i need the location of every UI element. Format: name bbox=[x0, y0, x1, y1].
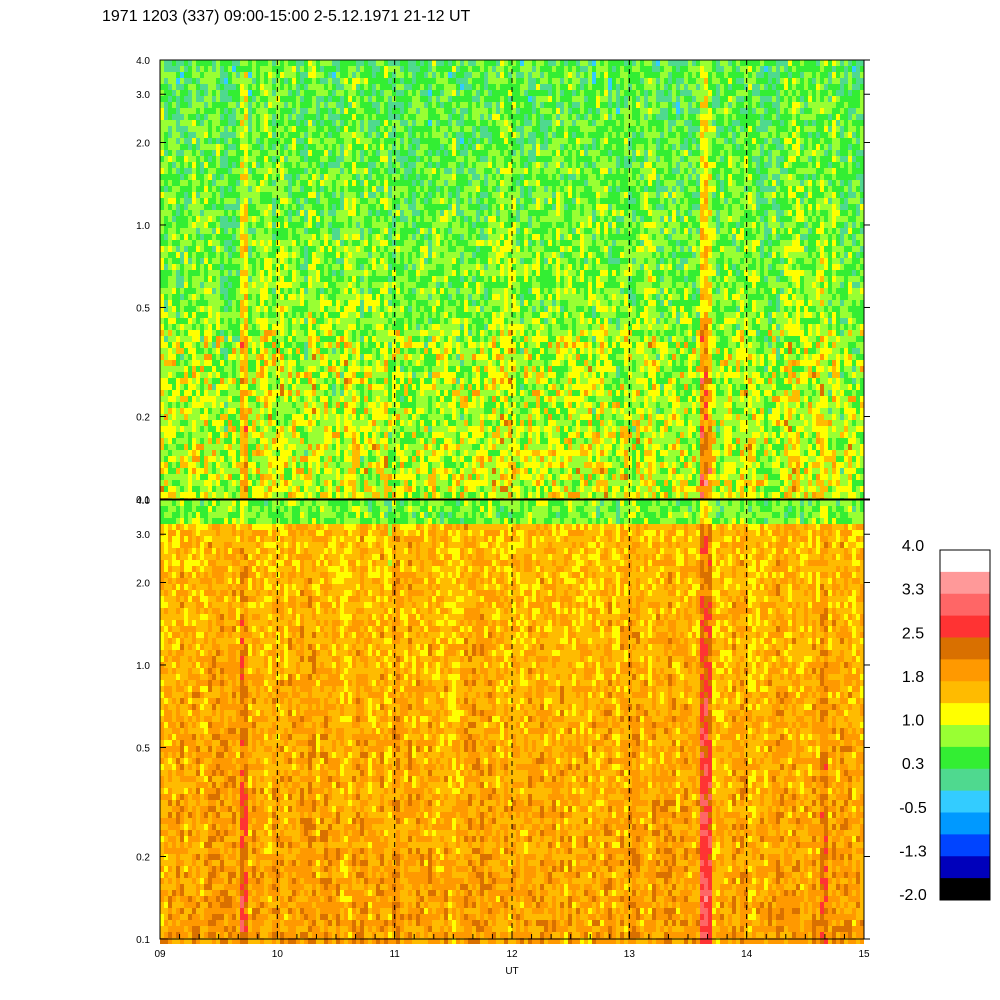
colorbar-label: 2.5 bbox=[902, 625, 924, 642]
colorbar-swatch bbox=[940, 659, 990, 681]
lower-y-tick-label: 0.1 bbox=[136, 935, 150, 946]
x-tick-label: 15 bbox=[858, 949, 870, 960]
lower-panel: 0.1 0.2 0.5 1.0 2.0 3.0 4.0 09 10 11 12 13 14 15 bbox=[136, 496, 870, 960]
upper-y-tick-label: 4.0 bbox=[136, 56, 150, 67]
colorbar-swatch bbox=[940, 703, 990, 725]
upper-y-tick-label: 0.2 bbox=[136, 413, 150, 424]
colorbar-swatch bbox=[940, 616, 990, 638]
upper-y-tick-label: 3.0 bbox=[136, 90, 150, 101]
upper-y-tick-label: 1.0 bbox=[136, 221, 150, 232]
colorbar-swatch bbox=[940, 638, 990, 660]
chart-title: 1971 1203 (337) 09:00-15:00 2-5.12.1971 … bbox=[102, 8, 471, 25]
colorbar-swatch bbox=[940, 572, 990, 594]
colorbar-swatch bbox=[940, 747, 990, 769]
colorbar-label: -1.3 bbox=[899, 843, 927, 860]
colorbar: 4.0 3.3 2.5 1.8 1.0 0.3 -0.5 -1.3 -2.0 bbox=[899, 538, 990, 904]
colorbar-swatch bbox=[940, 725, 990, 747]
colorbar-swatch bbox=[940, 769, 990, 791]
lower-y-tick-label: 0.5 bbox=[136, 743, 150, 754]
upper-panel: 0.10.20.51.02.03.04.0 bbox=[136, 56, 870, 506]
x-tick-label: 14 bbox=[741, 949, 753, 960]
x-axis-title: UT bbox=[505, 966, 518, 977]
upper-y-tick-label: 0.5 bbox=[136, 303, 150, 314]
colorbar-label: 1.0 bbox=[902, 713, 924, 730]
colorbar-swatch bbox=[940, 681, 990, 703]
lower-y-tick-label: 4.0 bbox=[136, 496, 150, 507]
colorbar-label: 1.8 bbox=[902, 669, 924, 686]
lower-y-tick-label: 2.0 bbox=[136, 578, 150, 589]
colorbar-swatch bbox=[940, 791, 990, 813]
colorbar-label: -0.5 bbox=[899, 800, 927, 817]
lower-y-tick-label: 3.0 bbox=[136, 530, 150, 541]
colorbar-swatch bbox=[940, 856, 990, 878]
colorbar-swatch bbox=[940, 550, 990, 572]
upper-y-tick-label: 2.0 bbox=[136, 138, 150, 149]
colorbar-label: 4.0 bbox=[902, 538, 924, 555]
colorbar-label: -2.0 bbox=[899, 887, 927, 904]
lower-y-tick-label: 0.2 bbox=[136, 853, 150, 864]
x-tick-label: 10 bbox=[272, 949, 284, 960]
x-tick-label: 13 bbox=[624, 949, 636, 960]
x-tick-label: 09 bbox=[154, 949, 166, 960]
colorbar-swatch bbox=[940, 834, 990, 856]
colorbar-label: 3.3 bbox=[902, 582, 924, 599]
colorbar-swatch bbox=[940, 813, 990, 835]
colorbar-swatch bbox=[940, 594, 990, 616]
x-tick-label: 12 bbox=[506, 949, 518, 960]
colorbar-swatch bbox=[940, 878, 990, 900]
lower-y-tick-label: 1.0 bbox=[136, 661, 150, 672]
colorbar-label: 0.3 bbox=[902, 756, 924, 773]
x-tick-label: 11 bbox=[389, 949, 400, 960]
